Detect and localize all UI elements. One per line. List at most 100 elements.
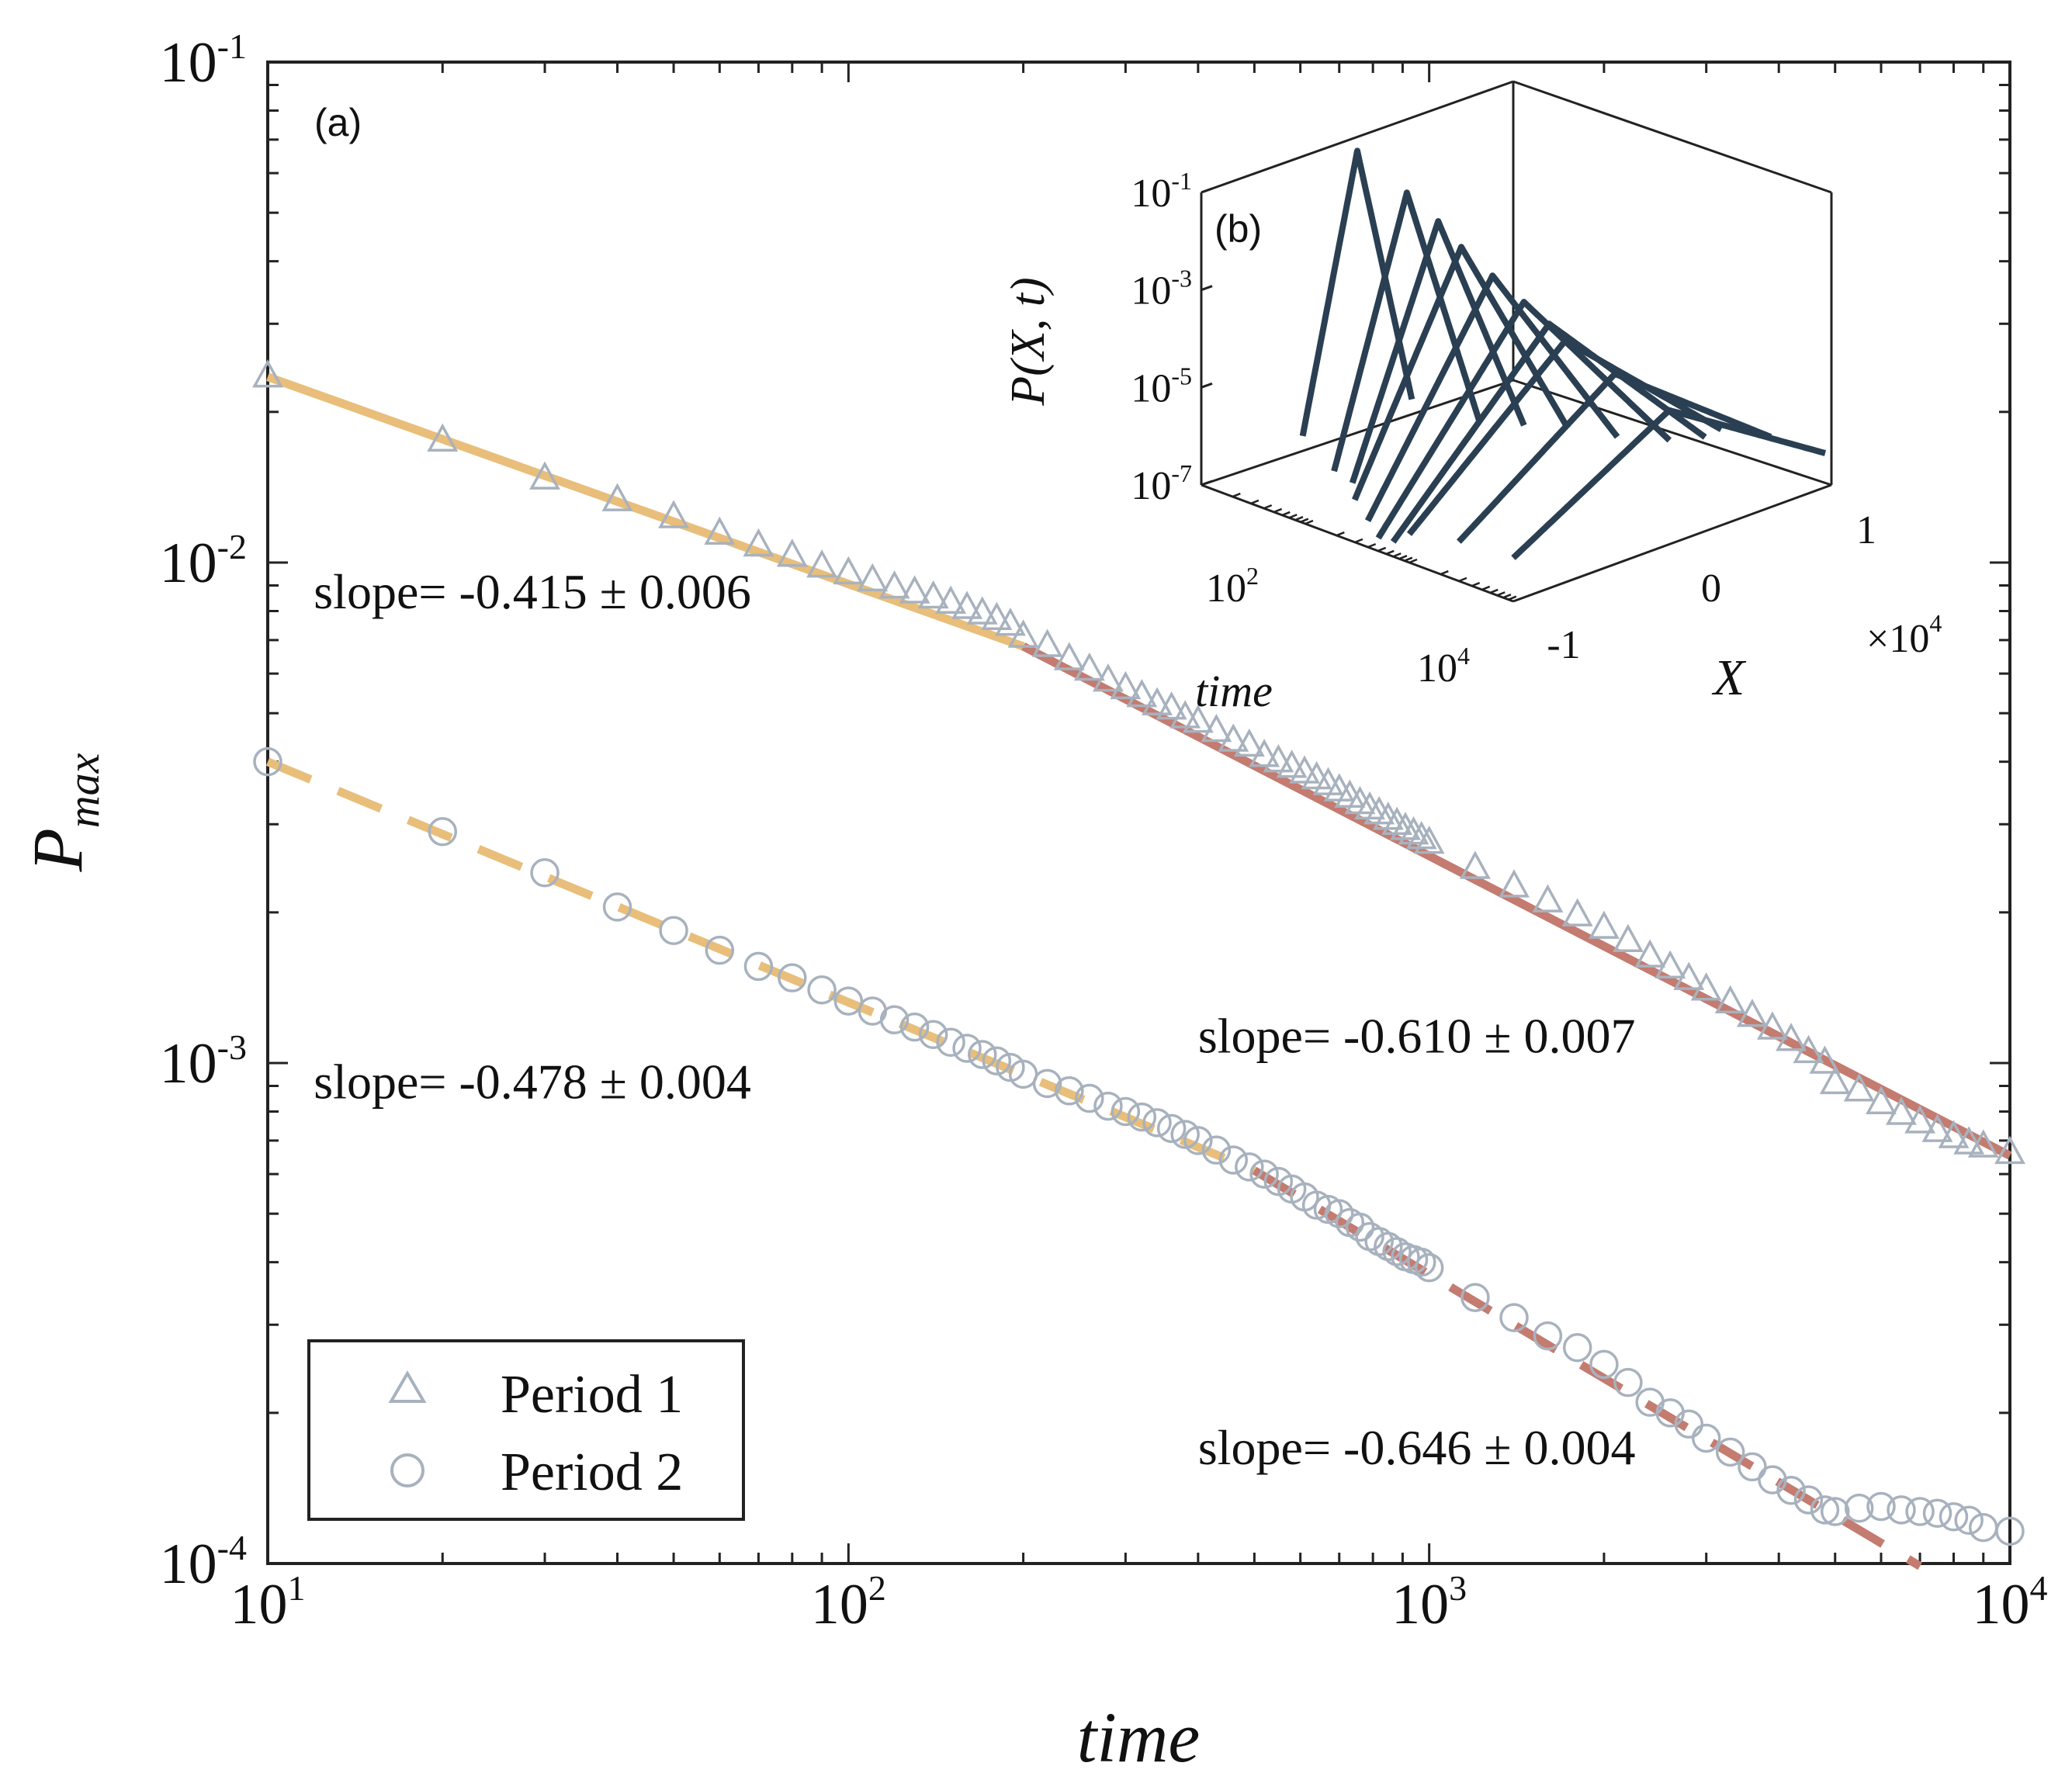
slope-label: slope= -0.646 ± 0.004 (1198, 1420, 1636, 1475)
x-tick-exp: 4 (2030, 1568, 2048, 1608)
inset-x-tick-label: 1 (1856, 508, 1876, 552)
x-tick-base: 10 (1391, 1573, 1449, 1636)
marker-period-2 (1905, 1497, 1935, 1526)
marker-period-2 (936, 1027, 965, 1058)
marker-period-1 (1612, 923, 1644, 952)
marker-period-2 (778, 963, 807, 992)
marker-period-2 (1382, 1237, 1412, 1266)
inset-curve (1390, 320, 1707, 544)
marker-period-2 (530, 858, 560, 888)
inset-z-axis-title: P(X, t) (1002, 277, 1055, 406)
marker-period-2 (1887, 1495, 1916, 1525)
marker-period-1 (1301, 760, 1332, 790)
marker-period-1 (1249, 739, 1280, 767)
marker-period-1 (1289, 755, 1320, 784)
y-tick-base: 10 (160, 532, 217, 595)
marker-period-2 (1939, 1501, 1969, 1532)
marker-period-1 (1714, 985, 1746, 1013)
y-tick-base: 10 (160, 1532, 217, 1596)
marker-period-1 (966, 596, 998, 625)
y-axis-title-sub: max (58, 753, 109, 828)
x-tick-labels: 101 102 103 104 (230, 1568, 2048, 1636)
marker-period-2 (918, 1020, 948, 1050)
inset-time-tick-mark (1377, 546, 1387, 552)
legend-marker-triangle (388, 1370, 427, 1403)
marker-period-2 (1738, 1452, 1767, 1482)
marker-period-1 (601, 483, 633, 511)
marker-period-1 (1126, 678, 1158, 708)
marker-period-2 (1995, 1516, 2025, 1546)
inset-time-tick-mark (1288, 514, 1298, 519)
marker-period-1 (1634, 939, 1666, 968)
y-tick-label: 10-4 (160, 1528, 247, 1596)
marker-period-1 (1169, 700, 1201, 729)
marker-period-1 (1073, 652, 1105, 681)
marker-period-2 (1055, 1076, 1084, 1106)
inset-time-tick-mark (1294, 515, 1304, 521)
y-tick-exp: -1 (217, 26, 247, 66)
y-axis-title: Pmax (18, 753, 109, 872)
inset-time-tick-mark (1471, 581, 1481, 587)
marker-period-2 (952, 1034, 982, 1063)
marker-period-1 (1156, 691, 1187, 720)
marker-period-1 (1459, 850, 1491, 879)
inset-time-tick-mark (1496, 591, 1505, 597)
marker-period-1 (1182, 704, 1214, 733)
inset-time-tick-mark (1481, 585, 1491, 591)
marker-period-2 (1156, 1113, 1187, 1144)
marker-period-1 (935, 585, 967, 614)
inset-z-tick-base: 10 (1131, 464, 1171, 508)
marker-period-2 (1183, 1126, 1213, 1155)
marker-period-1 (1938, 1120, 1970, 1148)
inset-time-axis-title: time (1195, 666, 1273, 716)
marker-period-1 (833, 556, 864, 585)
legend-label-period-1: Period 1 (501, 1365, 683, 1425)
inset-z-tick-exp: -1 (1171, 167, 1192, 195)
x-axis-title: time (1077, 1698, 1200, 1777)
inset-time-tick-exp: 2 (1246, 562, 1259, 590)
y-tick-base: 10 (160, 1032, 217, 1096)
inset-time-tick-mark (1367, 542, 1377, 549)
marker-period-2 (428, 817, 458, 847)
marker-period-2 (1249, 1159, 1279, 1189)
marker-period-2 (253, 746, 282, 777)
marker-period-1 (427, 423, 459, 452)
marker-period-2 (879, 1005, 910, 1035)
marker-period-2 (1691, 1423, 1721, 1453)
marker-period-2 (1127, 1102, 1157, 1132)
inset-z-tick-mark (1201, 187, 1213, 194)
marker-period-1 (1053, 642, 1085, 670)
marker-period-1 (1673, 961, 1705, 990)
marker-period-1 (529, 461, 561, 490)
y-tick-exp: -3 (217, 1027, 247, 1067)
panel-label-a: (a) (314, 101, 362, 144)
marker-period-2 (1793, 1485, 1824, 1515)
panel-a: 101 102 103 104 10-410-310-210-1 slope= -0.… (18, 26, 2048, 1777)
inset-z-tick-mark (1201, 382, 1213, 389)
slope-label: slope= -0.610 ± 0.007 (1198, 1008, 1636, 1063)
marker-period-1 (1405, 820, 1437, 850)
inset-z-tick-exp: -5 (1171, 362, 1192, 390)
inset-z-tick-mark (1201, 285, 1213, 292)
inset-time-tick-mark (1440, 570, 1449, 576)
inset-time-tick-mark (1404, 556, 1413, 562)
y-tick-label: 10-2 (160, 527, 247, 595)
marker-period-1 (1276, 750, 1308, 778)
marker-period-2 (1499, 1303, 1529, 1332)
marker-period-1 (878, 570, 910, 599)
plot-area-frame (266, 61, 2011, 1565)
fit-line (1252, 1166, 1922, 1570)
marker-period-1 (252, 359, 283, 388)
x-tick-label: 103 (1391, 1568, 1467, 1636)
marker-period-2 (1201, 1135, 1232, 1165)
marker-period-2 (807, 975, 837, 1005)
inset-time-tick-mark (1273, 507, 1283, 514)
marker-period-2 (1562, 1333, 1592, 1363)
marker-period-1 (1413, 825, 1445, 854)
marker-period-2 (1810, 1495, 1840, 1525)
marker-period-2 (1093, 1091, 1123, 1121)
marker-period-1 (1561, 898, 1593, 926)
marker-period-2 (1324, 1199, 1354, 1228)
slope-annotations: slope= -0.415 ± 0.006 slope= -0.610 ± 0.0… (314, 564, 1635, 1475)
